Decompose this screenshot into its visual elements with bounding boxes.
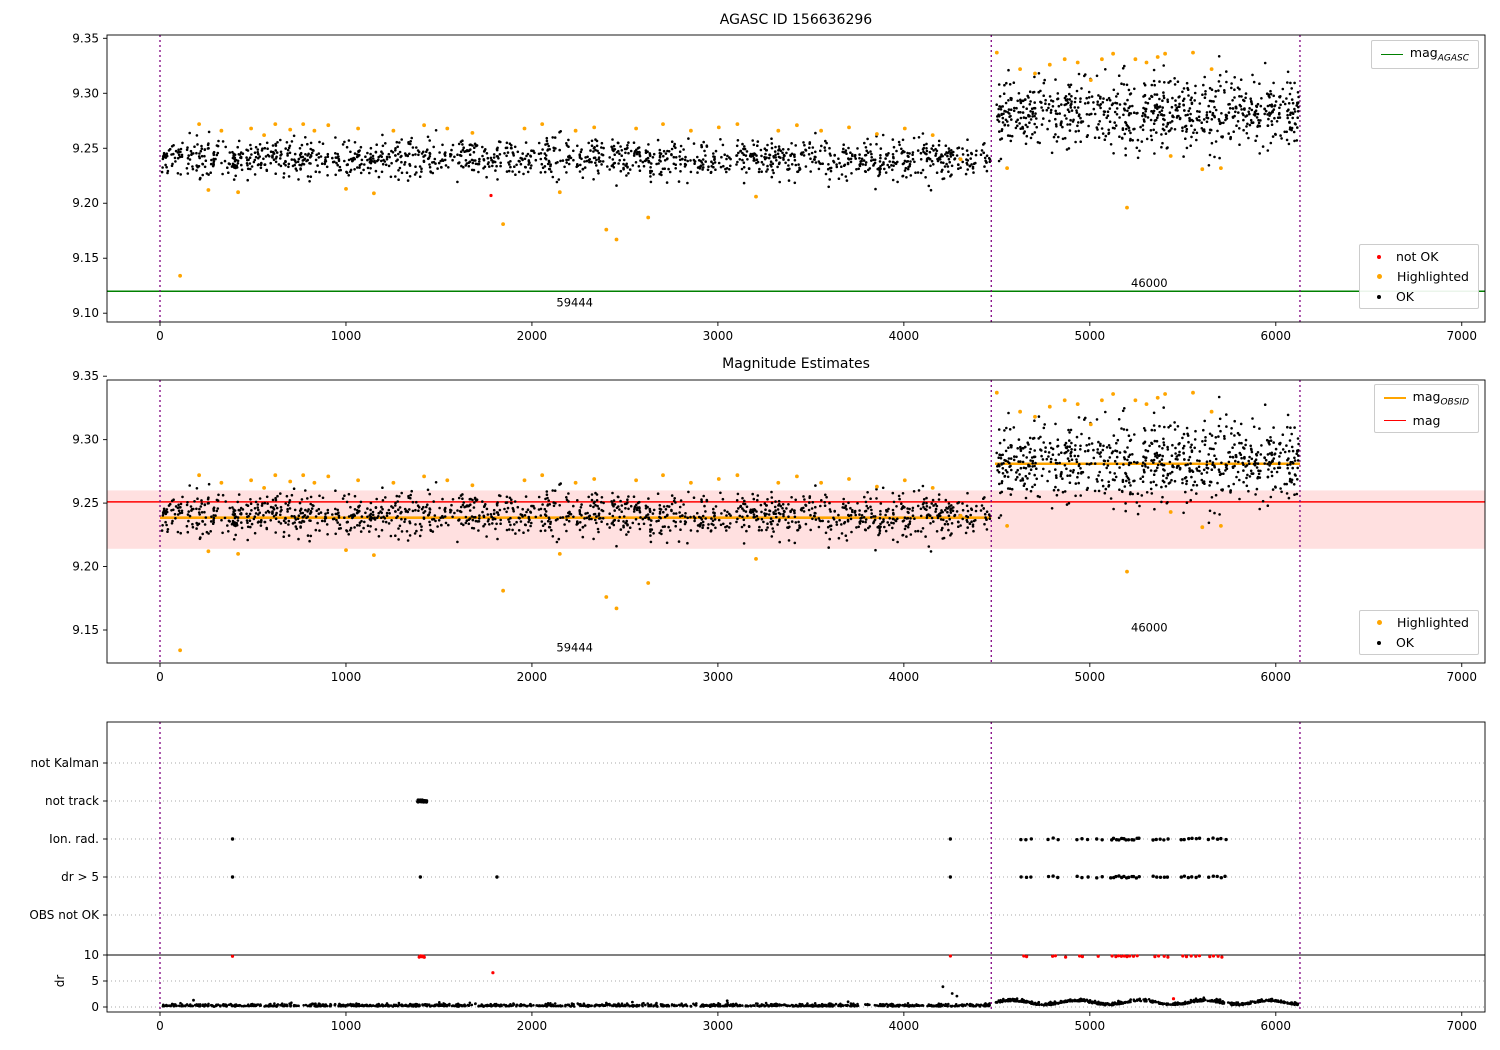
svg-text:46000: 46000 (1131, 276, 1168, 290)
legend-label-highlighted: Highlighted (1396, 269, 1469, 284)
dr-not-ok-points (230, 954, 1224, 1001)
svg-text:9.15: 9.15 (72, 251, 99, 265)
obsid-boundary-lines (159, 380, 1301, 663)
plot2-magnitude-estimates: 59444 46000 0 1000 2000 3000 4000 5000 6000 7000 9… (72, 369, 1486, 684)
legend-item-mag-agasc: magAGASC (1380, 45, 1469, 64)
ok-marker-sample-2 (1376, 640, 1381, 645)
legend-item-mag: mag (1383, 412, 1469, 428)
svg-text:7000: 7000 (1446, 670, 1477, 684)
svg-text:9.30: 9.30 (72, 433, 99, 447)
legend-item-mag-obsid: magOBSID (1383, 389, 1469, 408)
highlighted-points (178, 390, 1223, 653)
legend-label-mag-obsid: magOBSID (1412, 389, 1469, 408)
flag-points (230, 798, 1228, 880)
svg-text:6000: 6000 (1261, 329, 1292, 343)
x-tick-labels: 0 1000 2000 3000 4000 5000 6000 7000 (156, 322, 1477, 343)
y-tick-labels: 9.10 9.15 9.20 9.25 9.30 9.35 (72, 31, 107, 320)
svg-text:9.25: 9.25 (72, 141, 99, 155)
svg-text:9.15: 9.15 (72, 623, 99, 637)
legend-item-highlighted-2: Highlighted (1369, 615, 1469, 630)
dr-extra-points (192, 985, 959, 1004)
legend-label-ok-2: OK (1395, 635, 1414, 650)
ok-marker-sample (1376, 294, 1381, 299)
svg-text:46000: 46000 (1131, 620, 1168, 634)
plot1-title: AGASC ID 156636296 (719, 12, 873, 28)
plot2-title: Magnitude Estimates (722, 356, 870, 372)
mag-agasc-line-sample (1380, 53, 1403, 55)
svg-text:3000: 3000 (703, 329, 734, 343)
svg-text:5000: 5000 (1075, 670, 1106, 684)
x-tick-labels: 0 1000 2000 3000 4000 5000 6000 7000 (156, 663, 1477, 684)
data-layer (107, 722, 1485, 1012)
legend-label-highlighted-2: Highlighted (1396, 615, 1469, 630)
legend-label-not-ok: not OK (1395, 249, 1439, 264)
data-layer: 59444 46000 (107, 380, 1485, 663)
legend-item-not-ok: not OK (1369, 249, 1469, 264)
svg-text:6000: 6000 (1261, 670, 1292, 684)
svg-text:59444: 59444 (556, 641, 593, 655)
x-tick-labels: 0 1000 2000 3000 4000 5000 6000 7000 (156, 1012, 1477, 1033)
svg-text:0: 0 (156, 329, 164, 343)
svg-text:9.30: 9.30 (72, 86, 99, 100)
axes-border (106, 34, 1486, 323)
not-ok-points (489, 193, 493, 198)
not-ok-marker-sample (1376, 254, 1381, 259)
highlighted-points (178, 50, 1223, 278)
svg-text:4000: 4000 (889, 329, 920, 343)
mag-obsid-line-sample (1383, 397, 1406, 400)
highlighted-marker-sample-2 (1376, 620, 1382, 625)
svg-text:9.35: 9.35 (72, 31, 99, 45)
svg-text:9.20: 9.20 (72, 196, 99, 210)
obsid-labels: 59444 46000 (556, 276, 1167, 310)
mag-line-sample (1383, 419, 1406, 421)
svg-text:9.10: 9.10 (72, 306, 99, 320)
svg-text:2000: 2000 (517, 329, 548, 343)
svg-text:9.25: 9.25 (72, 496, 99, 510)
axes-border (106, 379, 1486, 664)
y-tick-labels: 9.15 9.20 9.25 9.30 9.35 (72, 369, 107, 637)
legend-mag-agasc: magAGASC (1370, 40, 1479, 69)
svg-text:1000: 1000 (331, 329, 362, 343)
legend-item-ok: OK (1369, 289, 1469, 304)
svg-text:4000: 4000 (889, 670, 920, 684)
svg-text:2000: 2000 (517, 670, 548, 684)
dr-ok-points (161, 996, 1300, 1008)
legend-plot2-markers: Highlighted OK (1358, 610, 1479, 655)
legend-plot1-markers: not OK Highlighted OK (1358, 244, 1479, 309)
obsid-labels: 59444 46000 (556, 620, 1167, 654)
legend-label-ok: OK (1395, 289, 1414, 304)
legend-label-mag: mag (1412, 412, 1441, 428)
plot3-flags-dr: 0 1000 2000 3000 4000 5000 6000 7000 not Kalmann… (29, 721, 1486, 1033)
legend-mag-obsid-mag: magOBSID mag (1373, 384, 1479, 433)
svg-text:5000: 5000 (1075, 329, 1106, 343)
dotted-gridlines (107, 762, 1485, 1008)
ok-points (160, 395, 1300, 553)
obsid-boundary-lines (159, 35, 1301, 322)
dr-axis-label: dr (53, 975, 67, 988)
svg-text:3000: 3000 (703, 670, 734, 684)
plot1-magnitude-scatter: 59444 46000 0 1000 2000 3000 4000 5000 6000 7000 9… (72, 31, 1486, 343)
legend-item-ok-2: OK (1369, 635, 1469, 650)
legend-item-highlighted: Highlighted (1369, 269, 1469, 284)
svg-text:0: 0 (156, 670, 164, 684)
axes-border (106, 721, 1486, 1013)
data-layer: 59444 46000 (107, 35, 1485, 322)
svg-text:9.20: 9.20 (72, 560, 99, 574)
svg-text:7000: 7000 (1446, 329, 1477, 343)
svg-text:1000: 1000 (331, 670, 362, 684)
legend-label-mag-agasc: magAGASC (1409, 45, 1469, 64)
svg-text:59444: 59444 (556, 296, 593, 310)
svg-text:9.35: 9.35 (72, 369, 99, 383)
highlighted-marker-sample (1376, 274, 1382, 279)
ok-points (160, 55, 1300, 192)
obsid-boundary-lines (159, 722, 1301, 1012)
